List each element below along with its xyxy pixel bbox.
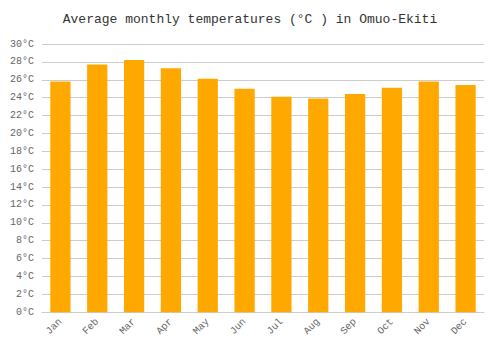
svg-text:8°C: 8°C <box>16 235 34 246</box>
svg-text:30°C: 30°C <box>10 39 34 50</box>
svg-text:28°C: 28°C <box>10 56 34 67</box>
svg-text:May: May <box>191 316 211 336</box>
svg-text:Jul: Jul <box>265 316 285 336</box>
svg-text:6°C: 6°C <box>16 253 34 264</box>
svg-text:22°C: 22°C <box>10 110 34 121</box>
svg-text:Dec: Dec <box>449 316 469 336</box>
svg-text:Mar: Mar <box>117 316 137 336</box>
svg-text:2°C: 2°C <box>16 289 34 300</box>
svg-text:16°C: 16°C <box>10 164 34 175</box>
svg-text:18°C: 18°C <box>10 146 34 157</box>
svg-text:24°C: 24°C <box>10 92 34 103</box>
svg-text:26°C: 26°C <box>10 74 34 85</box>
svg-text:Oct: Oct <box>375 316 395 336</box>
svg-text:4°C: 4°C <box>16 271 34 282</box>
svg-text:12°C: 12°C <box>10 199 34 210</box>
svg-text:0°C: 0°C <box>16 307 34 318</box>
svg-text:Sep: Sep <box>338 316 358 336</box>
svg-text:Average monthly temperatures (: Average monthly temperatures (°C ) in Om… <box>63 12 438 27</box>
svg-text:Jan: Jan <box>44 316 64 336</box>
svg-text:Jun: Jun <box>228 316 248 336</box>
svg-text:Nov: Nov <box>412 316 432 336</box>
svg-text:Apr: Apr <box>154 316 174 336</box>
svg-text:Feb: Feb <box>81 316 101 336</box>
svg-text:Aug: Aug <box>302 316 322 336</box>
svg-text:10°C: 10°C <box>10 217 34 228</box>
svg-text:20°C: 20°C <box>10 128 34 139</box>
svg-text:14°C: 14°C <box>10 182 34 193</box>
